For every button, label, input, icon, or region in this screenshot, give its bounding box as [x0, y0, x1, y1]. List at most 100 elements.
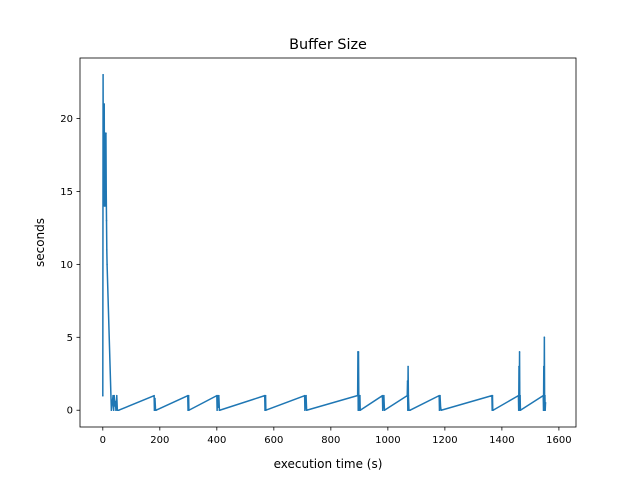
- data-point: [491, 394, 494, 397]
- data-point: [115, 409, 117, 411]
- data-point: [519, 409, 522, 411]
- x-tick-label: 200: [150, 435, 169, 446]
- plot-area: [80, 58, 576, 427]
- data-point: [106, 263, 108, 266]
- data-point: [217, 406, 219, 409]
- data-point: [407, 365, 409, 368]
- x-tick-label: 1600: [546, 435, 571, 446]
- data-point: [519, 394, 521, 397]
- data-point: [264, 397, 267, 400]
- data-point: [114, 405, 116, 407]
- data-point: [382, 397, 385, 400]
- x-axis-label: execution time (s): [274, 457, 383, 471]
- data-point: [359, 409, 361, 411]
- data-point: [153, 394, 155, 397]
- data-point: [104, 132, 106, 134]
- plot-frame: [79, 57, 577, 428]
- data-point: [218, 409, 221, 411]
- data-point: [153, 409, 156, 411]
- data-point: [492, 409, 494, 411]
- data-point: [187, 394, 190, 397]
- data-point: [218, 394, 220, 397]
- data-point: [104, 176, 106, 178]
- data-point: [102, 394, 104, 397]
- data-point: [381, 394, 384, 397]
- data-point: [359, 394, 361, 397]
- data-point: [356, 394, 359, 397]
- y-tick-label: 0: [67, 406, 73, 417]
- y-tick-label: 5: [67, 333, 73, 344]
- series-line-buffer-size: [102, 74, 547, 411]
- y-axis-label: seconds: [33, 218, 47, 267]
- data-point: [305, 394, 307, 397]
- data-point: [216, 409, 218, 411]
- data-point: [104, 146, 107, 149]
- data-point: [439, 406, 442, 409]
- data-point: [357, 351, 360, 353]
- data-point: [407, 409, 409, 411]
- data-point: [438, 409, 441, 411]
- x-tick-label: 600: [264, 435, 283, 446]
- x-tick-label: 1400: [489, 435, 514, 446]
- data-point: [517, 409, 520, 411]
- y-tick-label: 15: [60, 187, 73, 198]
- data-point: [383, 409, 386, 411]
- data-point: [407, 394, 410, 397]
- y-axis-ticks: 0 5 10 15 20: [60, 114, 80, 417]
- chart-title: Buffer Size: [289, 37, 367, 53]
- data-point: [106, 249, 108, 251]
- x-tick-label: 0: [100, 435, 106, 446]
- data-point: [103, 190, 105, 193]
- data-point: [216, 394, 219, 397]
- data-point: [102, 205, 105, 207]
- x-axis-ticks: 0 200 400 600 800 1000 1200 1400 1600: [100, 427, 572, 446]
- x-tick-label: 1200: [432, 435, 457, 446]
- data-point: [517, 394, 520, 397]
- x-tick-label: 1000: [375, 435, 400, 446]
- data-point: [111, 402, 113, 404]
- data-point: [188, 409, 190, 411]
- data-point: [105, 190, 107, 193]
- data-point: [155, 409, 157, 411]
- data-point: [116, 394, 118, 397]
- data-point: [113, 394, 115, 397]
- data-point: [518, 365, 520, 368]
- data-point: [154, 397, 156, 400]
- data-point: [118, 409, 120, 411]
- data-point: [116, 409, 119, 411]
- data-point: [112, 394, 114, 397]
- data-point: [383, 394, 385, 397]
- data-point: [110, 409, 113, 411]
- data-point: [358, 394, 360, 397]
- x-tick-label: 400: [207, 435, 226, 446]
- data-point: [305, 409, 308, 411]
- data-point: [103, 205, 106, 207]
- data-point: [518, 351, 521, 353]
- data-point: [408, 409, 410, 411]
- data-point: [544, 394, 546, 397]
- data-point: [265, 409, 267, 411]
- data-point: [542, 394, 544, 397]
- data-point: [544, 402, 547, 404]
- data-point: [440, 409, 442, 411]
- data-point: [112, 409, 115, 411]
- y-tick-label: 20: [60, 114, 73, 125]
- data-point: [102, 74, 104, 76]
- data-point: [543, 365, 545, 368]
- data-point: [409, 409, 411, 411]
- data-point: [304, 402, 307, 404]
- data-point: [114, 400, 117, 403]
- data-point: [406, 380, 409, 382]
- data-point: [303, 394, 306, 397]
- data-point: [518, 402, 521, 404]
- data-point: [187, 397, 190, 400]
- series-points: [102, 74, 547, 411]
- data-point: [105, 132, 107, 134]
- data-point: [406, 394, 408, 397]
- x-tick-label: 800: [321, 435, 340, 446]
- data-point: [103, 103, 105, 105]
- data-point: [381, 409, 384, 411]
- data-point: [304, 409, 306, 411]
- data-point: [358, 409, 360, 411]
- data-point: [544, 409, 546, 411]
